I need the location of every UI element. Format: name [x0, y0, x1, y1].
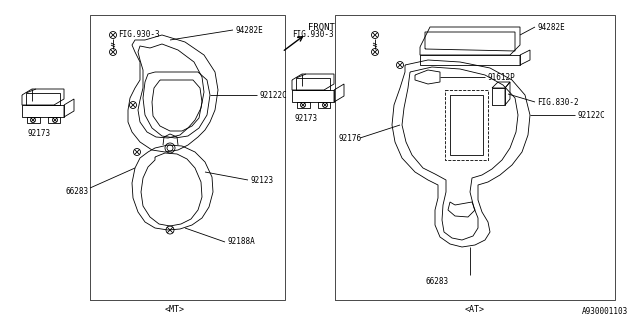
Text: 92188A: 92188A — [227, 237, 255, 246]
Text: 92123: 92123 — [250, 175, 273, 185]
Text: <AT>: <AT> — [465, 305, 485, 314]
Text: 91612P: 91612P — [487, 73, 515, 82]
Text: 94282E: 94282E — [537, 22, 564, 31]
Text: 92173: 92173 — [27, 129, 50, 138]
Text: FIG.930-3: FIG.930-3 — [118, 29, 159, 38]
Text: 92176: 92176 — [338, 133, 361, 142]
Text: <MT>: <MT> — [165, 305, 185, 314]
Text: FIG.830-2: FIG.830-2 — [537, 98, 579, 107]
Text: FRONT: FRONT — [308, 23, 335, 32]
Text: 66283: 66283 — [65, 188, 88, 196]
Text: A930001103: A930001103 — [582, 308, 628, 316]
Text: 92122C: 92122C — [577, 110, 605, 119]
Text: 66283: 66283 — [425, 277, 448, 286]
Text: 94282E: 94282E — [235, 26, 263, 35]
Text: FIG.930-3: FIG.930-3 — [292, 29, 333, 38]
Text: 92122C: 92122C — [259, 91, 287, 100]
Text: 92173: 92173 — [294, 114, 317, 123]
